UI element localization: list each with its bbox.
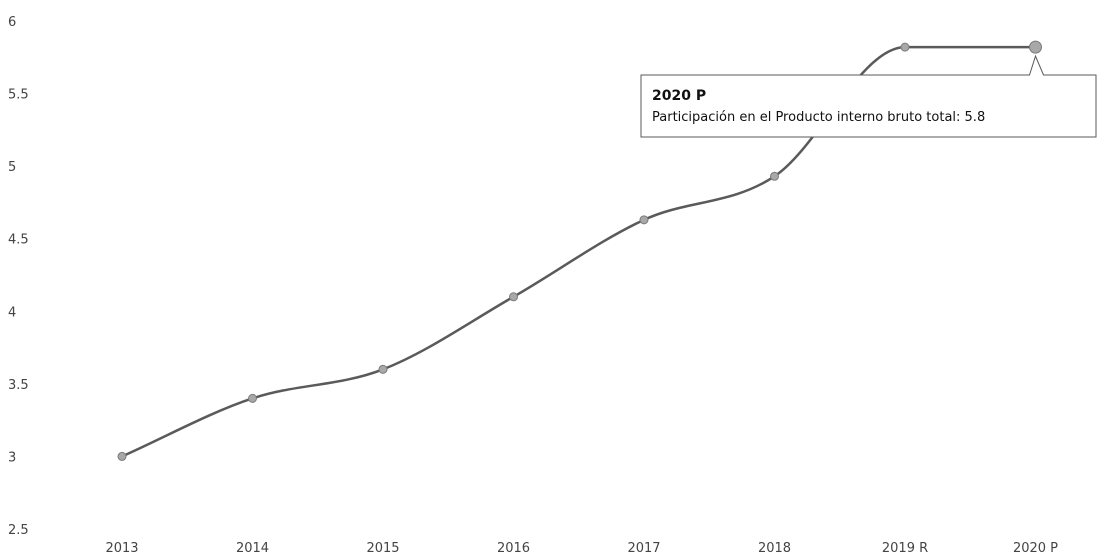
data-point[interactable] [639, 215, 649, 225]
data-point[interactable] [248, 393, 257, 403]
y-axis-ticks: 2.5 3 3.5 4 4.5 5 5.5 6 [8, 15, 29, 538]
x-tick-label: 2019 R [882, 541, 928, 556]
tooltip: 2020 P Participación en el Producto inte… [640, 54, 1097, 138]
data-point[interactable] [900, 42, 910, 52]
x-tick-label: 2017 [627, 541, 660, 556]
y-tick-label: 3.5 [8, 378, 29, 393]
y-tick-label: 6 [8, 15, 16, 30]
data-points [117, 40, 1042, 461]
y-tick-label: 4.5 [8, 233, 29, 248]
x-tick-label: 2014 [236, 541, 269, 556]
tooltip-title: 2020 P [652, 88, 706, 104]
y-tick-label: 4 [8, 305, 16, 320]
x-axis-ticks: 2013 2014 2015 2016 2017 2018 2019 R 2020 P [105, 541, 1058, 556]
y-tick-label: 3 [8, 450, 16, 465]
tooltip-box [640, 54, 1097, 138]
y-tick-label: 2.5 [8, 523, 29, 538]
x-tick-label: 2013 [105, 541, 138, 556]
x-tick-label: 2015 [366, 541, 399, 556]
tooltip-body: Participación en el Producto interno bru… [652, 110, 985, 125]
data-point[interactable] [770, 171, 779, 181]
y-tick-label: 5 [8, 160, 16, 175]
x-tick-label: 2020 P [1013, 541, 1058, 556]
y-tick-label: 5.5 [8, 88, 29, 103]
data-point[interactable] [509, 292, 518, 302]
x-tick-label: 2016 [497, 541, 530, 556]
data-point[interactable] [117, 451, 127, 461]
series-line [120, 45, 1037, 458]
data-point[interactable] [378, 364, 388, 374]
x-tick-label: 2018 [758, 541, 791, 556]
data-point[interactable] [1029, 40, 1042, 54]
